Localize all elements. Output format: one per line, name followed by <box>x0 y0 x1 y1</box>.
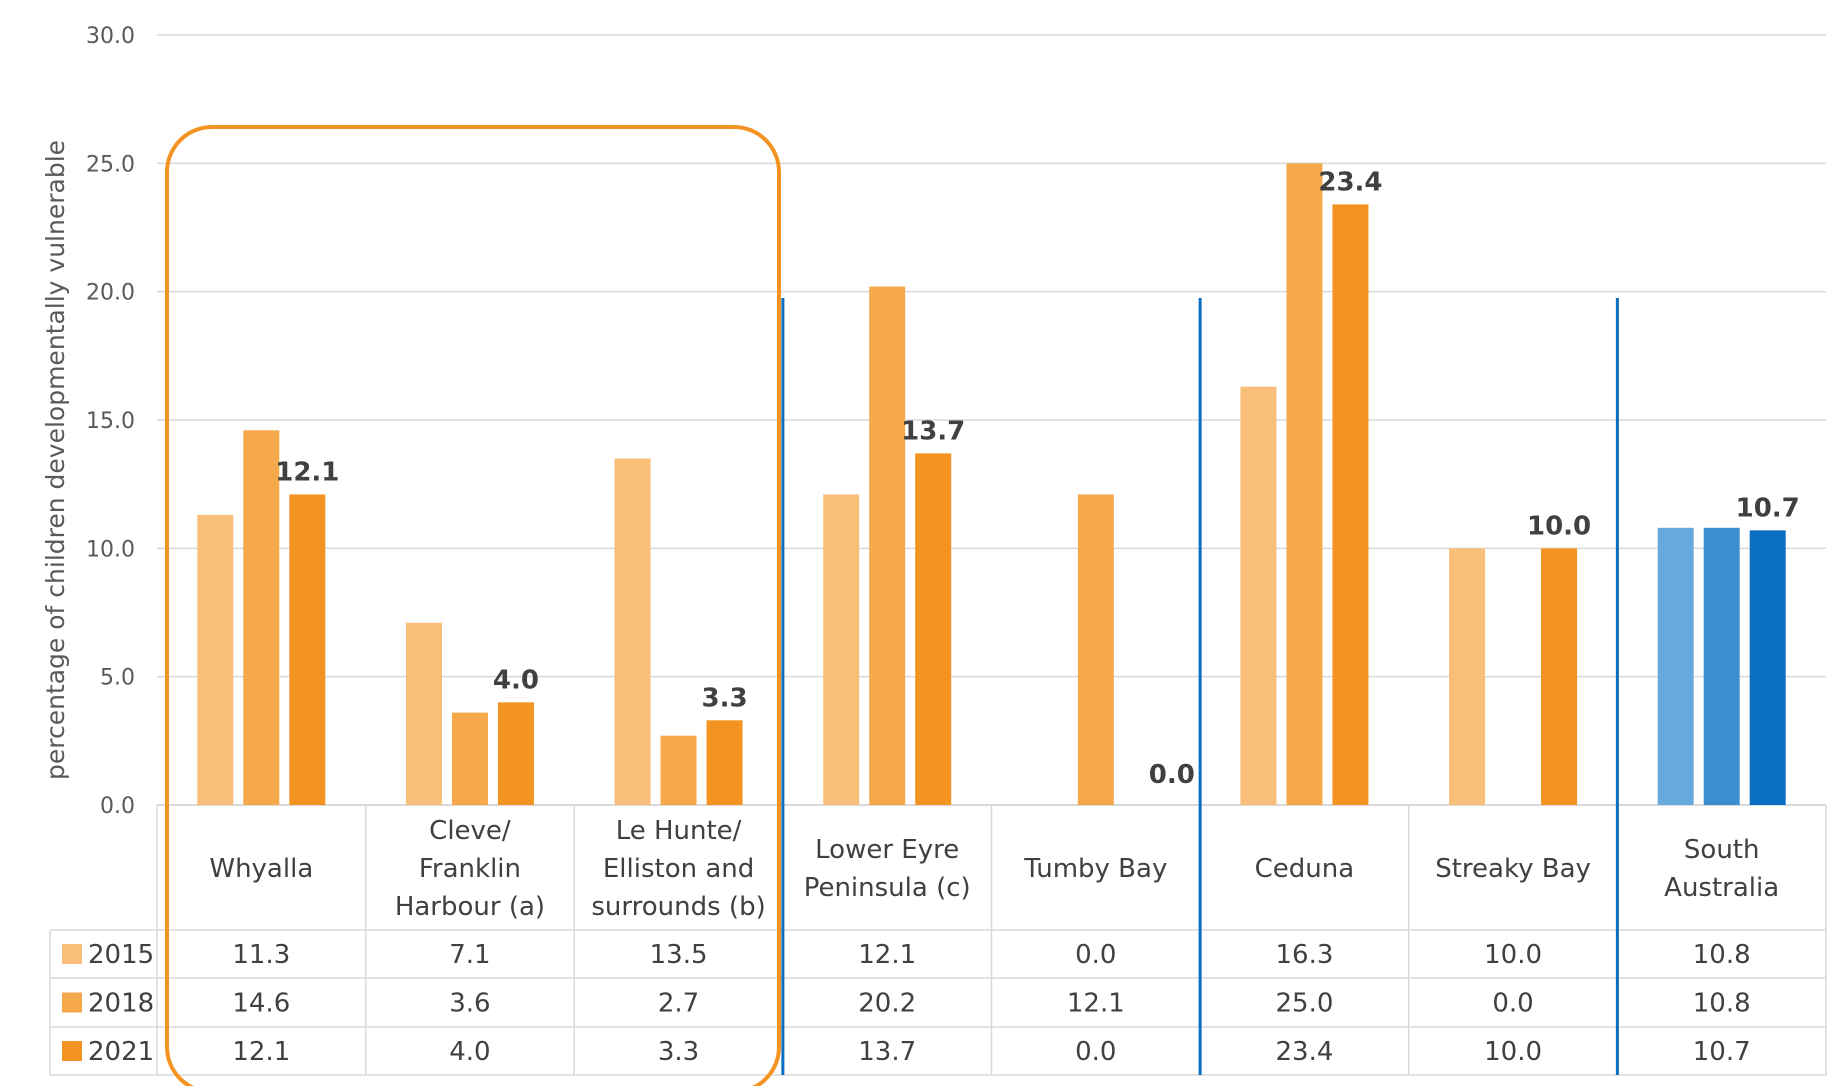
table-cell: 10.8 <box>1693 940 1751 970</box>
data-label-lower-eyre-peninsula-c: 13.7 <box>901 416 965 446</box>
category-label-south-australia: South Australia <box>1664 835 1779 903</box>
table-cell: 20.2 <box>858 989 916 1019</box>
bar-streaky-bay-2021 <box>1541 548 1578 805</box>
category-labels: Whyalla Cleve/Franklin Harbour (a) Le Hunte… <box>209 816 1779 922</box>
highlight-box <box>165 125 781 1086</box>
bar-ceduna-2021 <box>1332 204 1369 805</box>
bar-cleve-franklin-harbour-a-2018 <box>451 712 488 805</box>
bar-lower-eyre-peninsula-c-2021 <box>915 453 952 805</box>
table-cell: 11.3 <box>232 940 290 970</box>
legend-label-2021: 2021 <box>88 1037 154 1067</box>
legend-swatch-2018 <box>62 992 82 1013</box>
table-cell: 10.0 <box>1484 940 1542 970</box>
table-cell: 10.7 <box>1693 1037 1751 1067</box>
table-cell: 4.0 <box>449 1037 490 1067</box>
table-cell: 12.1 <box>232 1037 290 1067</box>
table-cell: 25.0 <box>1275 989 1333 1019</box>
bar-lower-eyre-peninsula-c-2018 <box>869 286 906 805</box>
bar-tumby-bay-2018 <box>1077 494 1114 805</box>
bar-south-australia-2018 <box>1703 527 1740 805</box>
bar-le-hunte-elliston-and-surrounds-b-2021 <box>706 720 743 805</box>
y-tick-label: 25.0 <box>86 152 135 177</box>
legend-label-2015: 2015 <box>88 940 154 970</box>
y-tick-label: 15.0 <box>86 409 135 434</box>
data-label-cleve-franklin-harbour-a: 4.0 <box>493 665 539 695</box>
table-cells: 11.3 14.6 12.1 7.1 3.6 4.0 13.5 2.7 3.3 12.1 20.2 1… <box>232 940 1750 1067</box>
bar-whyalla-2021 <box>289 494 326 805</box>
table-cell: 3.6 <box>449 989 490 1019</box>
legend-label-2018: 2018 <box>88 989 154 1019</box>
legend: 2015 2018 2021 <box>62 940 154 1067</box>
data-label-ceduna: 23.4 <box>1318 167 1382 197</box>
y-axis-label: percentage of children developmentally v… <box>41 140 70 780</box>
bar-streaky-bay-2015 <box>1449 548 1486 805</box>
category-label-streaky-bay: Streaky Bay <box>1435 854 1591 884</box>
bar-ceduna-2018 <box>1286 163 1323 806</box>
bar-lower-eyre-peninsula-c-2015 <box>823 494 860 805</box>
table-cell: 10.0 <box>1484 1037 1542 1067</box>
data-label-tumby-bay: 0.0 <box>1149 760 1195 790</box>
data-label-streaky-bay: 10.0 <box>1527 511 1591 541</box>
bar-south-australia-2015 <box>1657 527 1694 805</box>
bar-whyalla-2018 <box>243 430 280 805</box>
bar-ceduna-2015 <box>1240 386 1277 805</box>
category-label-lower-eyre-peninsula-c: Lower Eyre Peninsula (c) <box>804 835 971 903</box>
category-label-le-hunte-elliston-and-surrounds-b: Le Hunte/Elliston and surrounds (b) <box>591 816 765 922</box>
data-labels: 12.1 4.0 3.3 13.7 0.0 23.4 10.0 10.7 <box>275 167 1800 790</box>
category-label-ceduna: Ceduna <box>1255 854 1355 884</box>
data-label-le-hunte-elliston-and-surrounds-b: 3.3 <box>702 683 748 713</box>
y-tick-label: 0.0 <box>100 794 135 819</box>
y-tick-label: 10.0 <box>86 537 135 562</box>
bar-whyalla-2015 <box>197 514 234 805</box>
table-cell: 2.7 <box>658 989 699 1019</box>
bar-south-australia-2021 <box>1749 530 1786 805</box>
table-cell: 12.1 <box>1067 989 1125 1019</box>
y-tick-label: 30.0 <box>86 24 135 49</box>
table-cell: 14.6 <box>232 989 290 1019</box>
category-label-cleve-franklin-harbour-a: Cleve/Franklin Harbour (a) <box>395 816 545 922</box>
table-cell: 7.1 <box>449 940 490 970</box>
y-axis-ticks: 0.0 5.0 10.0 15.0 20.0 25.0 30.0 <box>86 24 135 819</box>
bars <box>197 163 1786 806</box>
bar-le-hunte-elliston-and-surrounds-b-2018 <box>660 735 697 805</box>
table-cell: 13.7 <box>858 1037 916 1067</box>
y-tick-label: 20.0 <box>86 281 135 306</box>
table-cell: 12.1 <box>858 940 916 970</box>
table-cell: 23.4 <box>1275 1037 1333 1067</box>
table-cell: 0.0 <box>1492 989 1533 1019</box>
data-label-south-australia: 10.7 <box>1736 493 1800 523</box>
bar-le-hunte-elliston-and-surrounds-b-2015 <box>614 458 651 805</box>
table-cell: 10.8 <box>1693 989 1751 1019</box>
category-label-tumby-bay: Tumby Bay <box>1023 854 1167 884</box>
category-label-whyalla: Whyalla <box>209 854 313 884</box>
table-cell: 0.0 <box>1075 1037 1116 1067</box>
data-label-whyalla: 12.1 <box>275 457 339 487</box>
legend-swatch-2021 <box>62 1041 82 1061</box>
annotations <box>165 125 1619 1086</box>
bar-cleve-franklin-harbour-a-2021 <box>497 702 534 805</box>
bar-cleve-franklin-harbour-a-2015 <box>405 622 442 805</box>
legend-swatch-2015 <box>62 944 82 964</box>
table-cell: 13.5 <box>650 940 708 970</box>
table-cell: 3.3 <box>658 1037 699 1067</box>
table-cell: 16.3 <box>1275 940 1333 970</box>
table-cell: 0.0 <box>1075 940 1116 970</box>
y-tick-label: 5.0 <box>100 666 135 691</box>
